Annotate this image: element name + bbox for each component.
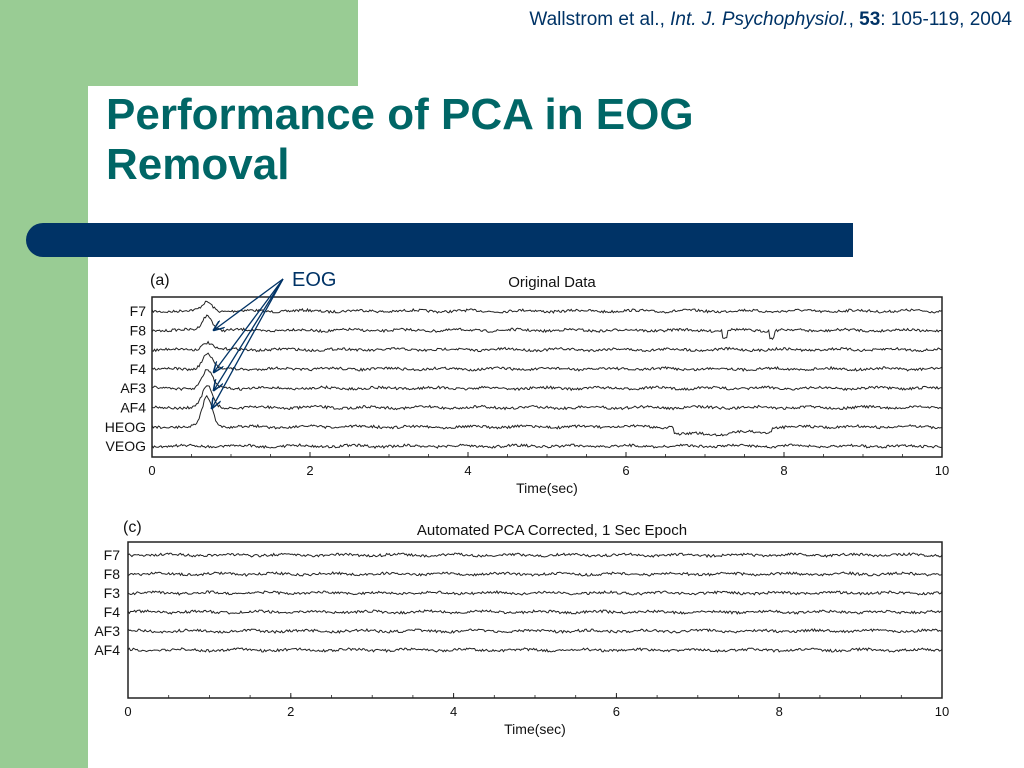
x-tick-label: 10 — [935, 704, 949, 719]
trace-f7 — [151, 300, 943, 314]
channel-label-f7: F7 — [104, 547, 121, 563]
plot-frame — [151, 296, 943, 458]
x-axis-label: Time(sec) — [504, 721, 566, 737]
panel-label: (c) — [123, 519, 142, 536]
x-tick-label: 4 — [450, 704, 457, 719]
title-underline-band — [26, 223, 853, 257]
channel-label-f3: F3 — [104, 585, 121, 601]
chart-original-data: (a) Original Data 0 2 4 6 8 10 Time(sec) F7 F8 F3 F4… — [105, 272, 949, 496]
x-tick-label: 0 — [124, 704, 131, 719]
channel-label-f4: F4 — [130, 361, 147, 377]
panel-label: (a) — [150, 272, 170, 289]
trace-f8 — [151, 314, 943, 340]
eog-annotation: EOG — [212, 269, 336, 408]
eog-arrow — [214, 278, 284, 390]
citation-authors: Wallstrom et al., — [529, 9, 671, 30]
channel-label-heog: HEOG — [105, 419, 146, 435]
plot-frame — [127, 541, 943, 699]
trace-af4 — [151, 385, 943, 411]
trace-f7 — [127, 552, 943, 558]
citation-separator: , — [848, 9, 860, 30]
trace-f8 — [127, 571, 943, 577]
x-tick-label: 10 — [935, 463, 949, 478]
channel-label-f4: F4 — [104, 604, 121, 620]
citation: Wallstrom et al., Int. J. Psychophysiol.… — [529, 9, 1012, 31]
channel-label-af4: AF4 — [94, 642, 120, 658]
x-tick-label: 8 — [776, 704, 783, 719]
channel-label-f3: F3 — [130, 342, 147, 358]
channel-label-f8: F8 — [104, 566, 121, 582]
eog-arrow — [212, 278, 284, 408]
eog-arrow — [214, 278, 284, 330]
x-tick-label: 2 — [287, 704, 294, 719]
trace-f4 — [151, 352, 943, 372]
trace-heog — [151, 394, 943, 437]
header-decoration — [0, 0, 358, 86]
channel-label-af3: AF3 — [120, 380, 146, 396]
x-tick-label: 0 — [148, 463, 155, 478]
chart-pca-corrected: (c) Automated PCA Corrected, 1 Sec Epoch 0… — [94, 519, 949, 737]
chart-title: Original Data — [508, 274, 596, 291]
trace-af3 — [127, 628, 943, 634]
x-axis-label: Time(sec) — [516, 480, 578, 496]
x-tick-label: 6 — [622, 463, 629, 478]
x-tick-label: 2 — [306, 463, 313, 478]
citation-volume: 53 — [859, 9, 881, 30]
trace-veog — [151, 443, 943, 449]
channel-label-f7: F7 — [130, 303, 147, 319]
eog-label: EOG — [292, 269, 336, 291]
chart-title: Automated PCA Corrected, 1 Sec Epoch — [417, 522, 687, 539]
trace-f3 — [127, 590, 943, 596]
channel-label-f8: F8 — [130, 322, 147, 338]
x-tick-label: 4 — [464, 463, 471, 478]
x-tick-label: 6 — [613, 704, 620, 719]
citation-journal: Int. J. Psychophysiol. — [670, 9, 849, 30]
channel-label-veog: VEOG — [106, 438, 146, 454]
trace-f3 — [151, 340, 943, 353]
content-corner — [88, 86, 388, 206]
eog-arrow — [214, 278, 284, 372]
trace-af4 — [127, 647, 943, 653]
channel-label-af3: AF3 — [94, 623, 120, 639]
sidebar-decoration — [0, 0, 88, 768]
x-tick-label: 8 — [780, 463, 787, 478]
trace-f4 — [127, 609, 943, 615]
slide-title: Performance of PCA in EOG Removal — [106, 90, 694, 189]
citation-pages: : 105-119, 2004 — [880, 9, 1012, 30]
trace-af3 — [151, 369, 943, 392]
channel-label-af4: AF4 — [120, 400, 146, 416]
